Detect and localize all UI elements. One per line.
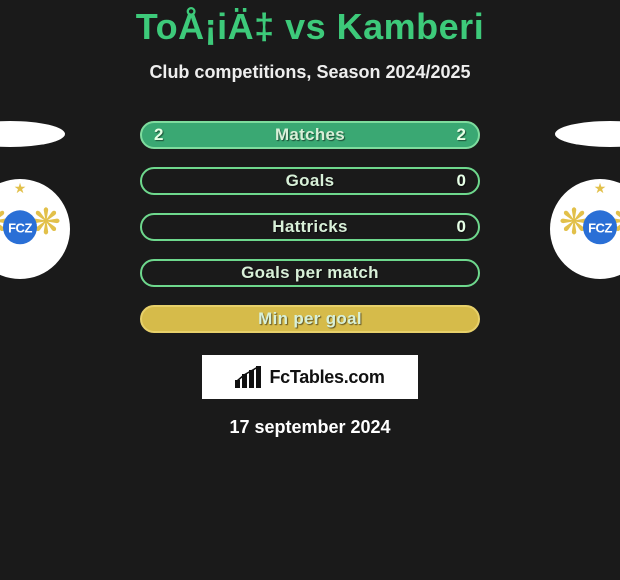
club-abbr: FCZ [583, 210, 617, 244]
left-player-shape [0, 121, 65, 147]
right-club-badge: ★ ❋ ❋ FCZ [550, 179, 620, 279]
left-club-badge: ★ ❋ ❋ FCZ [0, 179, 70, 279]
stat-row-min-per-goal: Min per goal [140, 305, 480, 333]
stat-label: Goals [286, 171, 335, 191]
right-player-shape [555, 121, 620, 147]
stat-row-hattricks: Hattricks 0 [140, 213, 480, 241]
date-label: 17 september 2024 [0, 417, 620, 438]
stat-value-right: 0 [457, 217, 466, 237]
bars-icon [235, 366, 263, 388]
comparison-area: ★ ❋ ❋ FCZ ★ ❋ ❋ FCZ 2 Matches 2 Goals 0 … [0, 121, 620, 438]
stat-rows: 2 Matches 2 Goals 0 Hattricks 0 Goals pe… [140, 121, 480, 333]
stat-value-left: 2 [154, 125, 163, 145]
subtitle: Club competitions, Season 2024/2025 [0, 62, 620, 83]
star-icon: ★ [14, 180, 27, 197]
source-badge: FcTables.com [202, 355, 418, 399]
stat-row-goals-per-match: Goals per match [140, 259, 480, 287]
stat-row-matches: 2 Matches 2 [140, 121, 480, 149]
stat-label: Hattricks [272, 217, 347, 237]
stat-label: Goals per match [241, 263, 379, 283]
stat-label: Min per goal [258, 309, 362, 329]
source-label: FcTables.com [269, 367, 384, 388]
star-icon: ★ [594, 180, 607, 197]
stat-row-goals: Goals 0 [140, 167, 480, 195]
stat-label: Matches [275, 125, 345, 145]
page-title: ToÅ¡iÄ‡ vs Kamberi [0, 0, 620, 48]
stat-value-right: 0 [457, 171, 466, 191]
title-accent: ToÅ¡iÄ‡ vs Kamberi [136, 6, 484, 47]
club-abbr: FCZ [3, 210, 37, 244]
stat-value-right: 2 [457, 125, 466, 145]
